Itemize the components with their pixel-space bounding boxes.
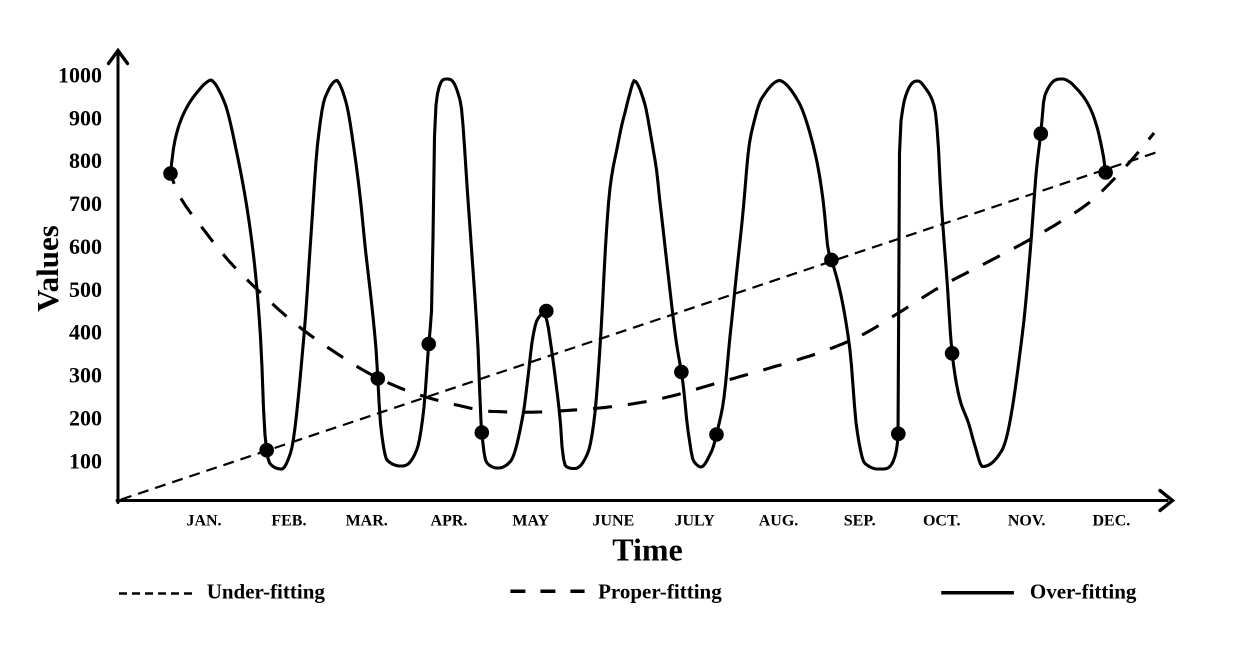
svg-text:100: 100 [69, 448, 102, 473]
svg-text:Under-fitting: Under-fitting [207, 580, 326, 604]
svg-text:OCT.: OCT. [923, 513, 960, 530]
svg-text:APR.: APR. [431, 513, 468, 530]
svg-text:300: 300 [69, 363, 102, 388]
svg-text:Values: Values [30, 225, 65, 312]
svg-text:Time: Time [612, 532, 683, 568]
svg-text:600: 600 [69, 234, 102, 259]
svg-text:500: 500 [69, 277, 102, 302]
svg-text:800: 800 [69, 148, 102, 173]
svg-text:NOV.: NOV. [1008, 513, 1046, 530]
svg-text:MAR.: MAR. [346, 513, 388, 530]
svg-text:200: 200 [69, 405, 102, 430]
svg-text:JUNE: JUNE [593, 513, 635, 530]
svg-text:700: 700 [69, 191, 102, 216]
svg-text:SEP.: SEP. [844, 513, 876, 530]
svg-text:JAN.: JAN. [186, 513, 221, 530]
svg-text:DEC.: DEC. [1093, 513, 1131, 530]
svg-text:JULY: JULY [674, 513, 715, 530]
svg-text:FEB.: FEB. [271, 513, 306, 530]
svg-text:AUG.: AUG. [759, 513, 799, 530]
svg-text:Over-fitting: Over-fitting [1030, 580, 1137, 604]
svg-text:MAY: MAY [512, 513, 549, 530]
svg-text:400: 400 [69, 320, 102, 345]
svg-text:1000: 1000 [58, 63, 102, 88]
svg-text:Proper-fitting: Proper-fitting [598, 580, 722, 604]
svg-text:900: 900 [69, 105, 102, 130]
